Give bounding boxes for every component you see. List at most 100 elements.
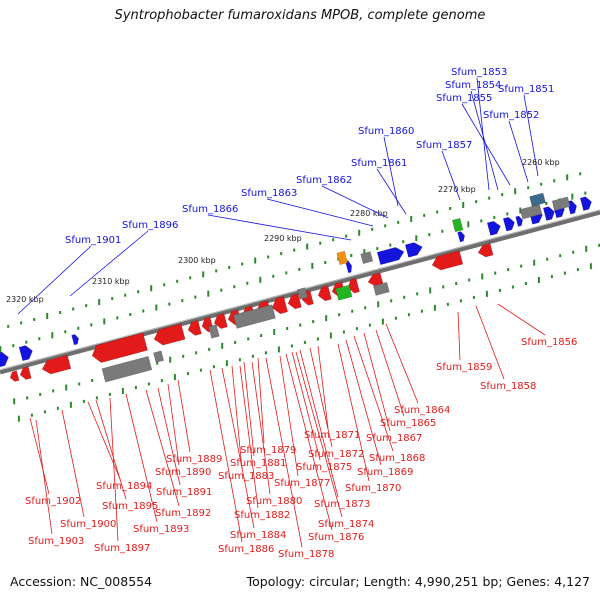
reverse-gene[interactable]	[367, 272, 384, 288]
forward-gene-label[interactable]: Sfum_1862	[296, 175, 389, 219]
other-gene[interactable]	[336, 250, 348, 266]
forward-gene-label[interactable]: Sfum_1861	[351, 158, 407, 215]
svg-text:Sfum_1851: Sfum_1851	[498, 84, 554, 95]
forward-gene-label[interactable]: Sfum_1852	[483, 110, 539, 183]
reverse-gene-label[interactable]: Sfum_1859	[436, 311, 492, 373]
reverse-gene-label[interactable]: Sfum_1900	[60, 409, 116, 530]
pseudogene[interactable]	[208, 324, 220, 339]
tick-mark	[566, 174, 569, 181]
reverse-gene-label[interactable]: Sfum_1875	[291, 351, 352, 473]
reverse-gene-label[interactable]: Sfum_1873	[299, 349, 370, 510]
svg-text:Sfum_1854: Sfum_1854	[445, 80, 501, 91]
forward-gene-label[interactable]: Sfum_1901	[17, 235, 121, 315]
reverse-gene-label[interactable]: Sfum_1897	[94, 397, 150, 554]
pseudogene[interactable]	[153, 350, 165, 363]
forward-gene-label[interactable]: Sfum_1896	[69, 220, 178, 297]
reverse-gene-label[interactable]: Sfum_1893	[125, 393, 189, 535]
reverse-gene-label[interactable]: Sfum_1870	[337, 343, 401, 494]
forward-gene[interactable]	[376, 246, 405, 266]
pseudogene[interactable]	[551, 196, 571, 211]
reverse-gene-label[interactable]: Sfum_1868	[353, 335, 425, 464]
pseudogene[interactable]	[296, 287, 308, 300]
other-gene[interactable]	[529, 192, 546, 207]
tick-mark	[446, 302, 449, 306]
forward-gene[interactable]	[515, 215, 524, 227]
forward-gene-label[interactable]: Sfum_1857	[416, 140, 472, 201]
reverse-gene-label[interactable]: Sfum_1890	[155, 383, 211, 478]
reverse-gene[interactable]	[346, 277, 360, 294]
forward-gene[interactable]	[542, 205, 556, 221]
forward-gene[interactable]	[0, 351, 10, 368]
reverse-gene-label[interactable]: Sfum_1883	[218, 365, 274, 482]
reverse-gene-label[interactable]: Sfum_1884	[221, 367, 286, 541]
reverse-gene[interactable]	[430, 250, 464, 272]
forward-gene-label[interactable]: Sfum_1860	[358, 126, 414, 207]
reverse-gene[interactable]	[316, 285, 332, 303]
tick-mark	[272, 274, 275, 278]
reverse-gene-label[interactable]: Sfum_1889	[166, 379, 222, 465]
forward-gene[interactable]	[502, 216, 516, 232]
reverse-gene[interactable]	[186, 319, 202, 337]
reverse-gene[interactable]	[9, 370, 20, 383]
tick-mark	[402, 240, 405, 244]
tick-mark	[576, 268, 579, 272]
forward-gene[interactable]	[566, 200, 578, 215]
reverse-gene-label[interactable]: Sfum_1892	[145, 389, 211, 519]
svg-text:Sfum_1880: Sfum_1880	[246, 496, 302, 507]
reverse-gene-label[interactable]: Sfum_1891	[156, 387, 212, 498]
forward-gene[interactable]	[486, 220, 502, 236]
reverse-gene-label[interactable]: Sfum_1856	[497, 303, 577, 348]
tick-mark	[98, 299, 101, 306]
reverse-gene[interactable]	[286, 293, 302, 311]
reverse-gene-label[interactable]: Sfum_1865	[375, 329, 436, 429]
tick-mark	[195, 351, 198, 355]
reverse-gene[interactable]	[152, 323, 186, 347]
forward-gene[interactable]	[457, 231, 466, 243]
reverse-gene-label[interactable]: Sfum_1876	[285, 353, 364, 543]
forward-gene[interactable]	[71, 334, 80, 346]
reverse-gene-label[interactable]: Sfum_1878	[265, 357, 334, 560]
forward-gene-label[interactable]: Sfum_1854	[445, 80, 501, 191]
pseudogene[interactable]	[373, 281, 390, 296]
reverse-gene-label[interactable]: Sfum_1869	[345, 339, 413, 478]
reverse-gene-label[interactable]: Sfum_1882	[234, 365, 290, 521]
reverse-gene-label[interactable]: Sfum_1903	[28, 419, 84, 547]
pseudogene[interactable]	[519, 204, 543, 220]
reverse-gene-label[interactable]: Sfum_1902	[25, 417, 81, 507]
forward-gene[interactable]	[404, 241, 424, 258]
forward-gene-label[interactable]: Sfum_1866	[182, 204, 352, 241]
reverse-gene[interactable]	[270, 296, 288, 315]
reverse-gene-label[interactable]: Sfum_1880	[246, 361, 302, 507]
forward-gene-label[interactable]: Sfum_1863	[241, 188, 374, 227]
pseudogene[interactable]	[360, 251, 374, 265]
rna-gene[interactable]	[335, 284, 353, 301]
reverse-gene-label[interactable]: Sfum_1894	[87, 401, 152, 492]
reverse-gene-label[interactable]: Sfum_1895	[95, 399, 158, 512]
reverse-gene-label[interactable]: Sfum_1858	[475, 305, 536, 392]
reverse-gene-label[interactable]: Sfum_1874	[295, 351, 374, 530]
reverse-gene[interactable]	[90, 332, 148, 365]
reverse-gene-label[interactable]: Sfum_1871	[304, 345, 360, 441]
forward-gene[interactable]	[579, 196, 593, 211]
reverse-gene-label[interactable]: Sfum_1881	[230, 361, 286, 469]
pseudogene[interactable]	[101, 355, 153, 383]
svg-text:Sfum_1875: Sfum_1875	[296, 462, 352, 473]
reverse-gene[interactable]	[212, 313, 228, 330]
tick-mark	[407, 313, 410, 317]
reverse-gene-label[interactable]: Sfum_1864	[385, 323, 450, 416]
forward-gene-label[interactable]: Sfum_1855	[436, 93, 511, 186]
pseudogene[interactable]	[232, 304, 276, 329]
reverse-gene[interactable]	[19, 366, 32, 381]
reverse-gene-label[interactable]: Sfum_1879	[240, 357, 296, 456]
reverse-gene-label[interactable]: Sfum_1867	[363, 332, 422, 444]
reverse-gene[interactable]	[40, 354, 72, 376]
reverse-gene-label[interactable]: Sfum_1872	[308, 347, 364, 460]
forward-gene[interactable]	[345, 260, 353, 274]
forward-gene[interactable]	[18, 344, 34, 362]
forward-gene-label[interactable]: Sfum_1851	[498, 84, 554, 177]
rna-gene[interactable]	[451, 217, 464, 233]
reverse-gene-label[interactable]: Sfum_1886	[209, 369, 274, 555]
reverse-gene-label[interactable]: Sfum_1877	[274, 355, 330, 489]
reverse-gene[interactable]	[477, 243, 494, 258]
